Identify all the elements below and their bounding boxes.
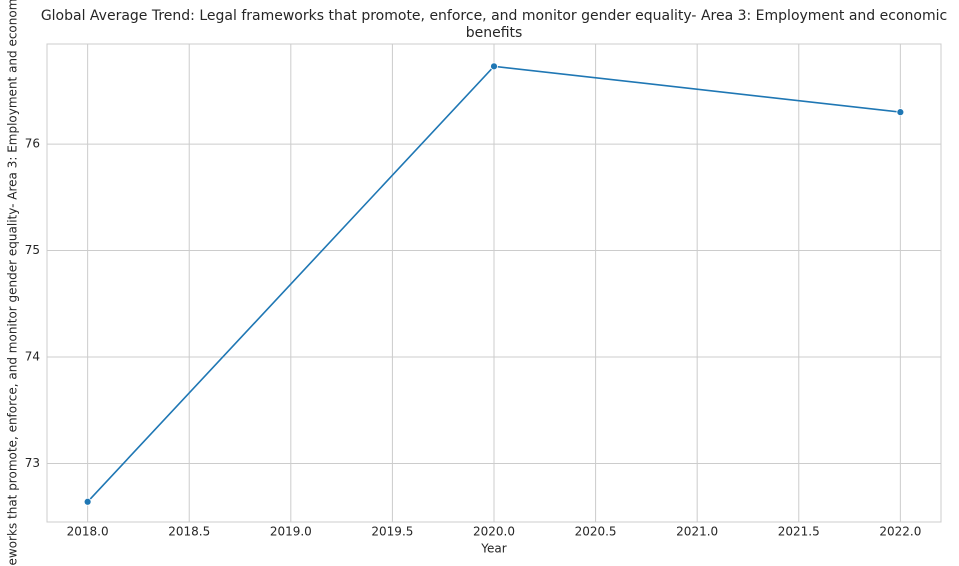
y-tick-label: 73 [25, 456, 40, 470]
plot-frame [46, 43, 942, 523]
x-tick-label: 2021.5 [778, 525, 820, 539]
x-tick-label: 2020.0 [473, 525, 515, 539]
chart-title: benefits [466, 25, 523, 41]
x-tick-label: 2018.5 [168, 525, 210, 539]
marker [896, 108, 905, 117]
chart-title: Global Average Trend: Legal frameworks t… [41, 8, 947, 24]
x-tick-label: 2021.0 [676, 525, 718, 539]
y-tick-label: 75 [25, 243, 40, 257]
marker [83, 497, 92, 506]
x-tick-label: 2018.0 [67, 525, 109, 539]
marker [490, 62, 498, 71]
y-tick-label: 74 [25, 349, 40, 363]
x-tick-label: 2019.5 [371, 525, 413, 539]
y-axis-label: Legal frameworks that promote, enforce, … [6, 0, 20, 566]
x-tick-label: 2022.0 [879, 525, 921, 539]
x-tick-label: 2019.0 [270, 525, 312, 539]
x-tick-label: 2020.5 [575, 525, 617, 539]
y-tick-label: 76 [25, 137, 40, 151]
x-axis-label: Year [480, 542, 506, 556]
